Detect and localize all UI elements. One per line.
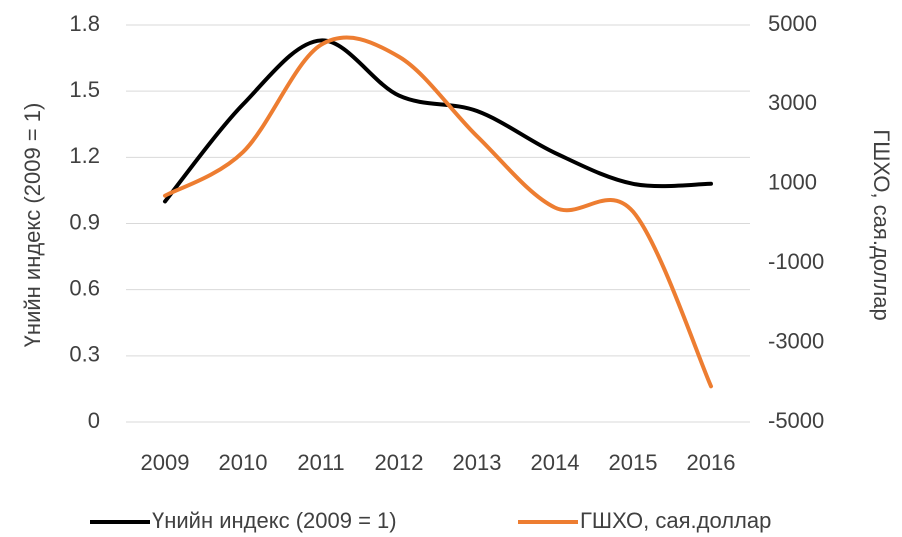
y-tick-label: 1.2: [69, 143, 100, 168]
x-tick-label: 2013: [453, 450, 502, 475]
y2-tick-label: -5000: [768, 408, 824, 433]
line-series: [163, 38, 713, 204]
y-tick-label: 1.5: [69, 77, 100, 102]
y2-tick-label: 5000: [768, 11, 817, 36]
y-tick-label: 0.3: [69, 342, 100, 367]
y-axis-title: Үнийн индекс (2009 = 1): [20, 103, 45, 348]
y-tick-label: 1.8: [69, 11, 100, 36]
y2-axis-title: ГШХО, сая.доллар: [869, 129, 894, 320]
y2-tick-label: -3000: [768, 328, 824, 353]
y-tick-label: 0.6: [69, 275, 100, 300]
x-tick-label: 2012: [375, 450, 424, 475]
x-tick-label: 2016: [687, 450, 736, 475]
y-tick-label: 0: [88, 408, 100, 433]
legend-label: ГШХО, сая.доллар: [580, 508, 771, 533]
x-tick-label: 2015: [609, 450, 658, 475]
x-tick-label: 2010: [219, 450, 268, 475]
y2-tick-label: 1000: [768, 170, 817, 195]
legend-label: Үнийн индекс (2009 = 1): [152, 508, 397, 533]
y2-tick-label: -1000: [768, 249, 824, 274]
y2-tick-label: 3000: [768, 90, 817, 115]
x-tick-label: 2009: [141, 450, 190, 475]
x-tick-label: 2011: [297, 450, 344, 475]
y-tick-label: 0.9: [69, 209, 100, 234]
x-tick-label: 2014: [531, 450, 580, 475]
line-series: [163, 35, 713, 389]
